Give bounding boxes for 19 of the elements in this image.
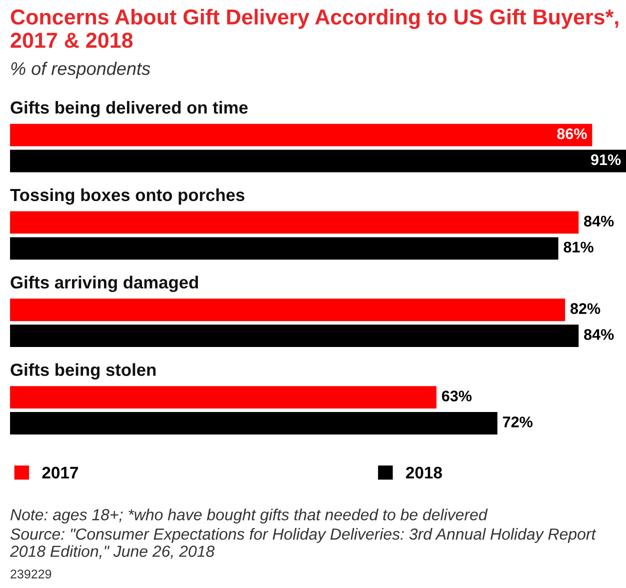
- text: Note: ages 18+; *who have bought gifts that needed to be delivered: [10, 508, 488, 524]
- legend-label: 2018: [406, 466, 442, 479]
- data-label: 86%: [557, 128, 587, 140]
- y-tick-label: Gifts arriving damaged: [10, 276, 198, 292]
- chart-subtitle: % of respondents: [11, 62, 150, 79]
- data-label: 91%: [591, 154, 621, 166]
- data-label: 84%: [584, 216, 614, 227]
- legend-label: 2017: [42, 466, 78, 479]
- y-tick-label: Gifts being delivered on time: [10, 100, 248, 118]
- data-label: 82%: [570, 303, 600, 314]
- text: 239229: [10, 570, 52, 578]
- data-label: 84%: [584, 329, 614, 340]
- source-note: Source: "Consumer Expectations for Holiday Deliveries: 3rd Annual Holiday Report 2018 Edition," June 26, 2018: [10, 528, 596, 559]
- data-label: 72%: [502, 416, 532, 428]
- data-label: 81%: [564, 242, 594, 253]
- data-label: 63%: [442, 390, 472, 402]
- y-tick-label: Gifts being stolen: [10, 363, 156, 380]
- chart-title: Concerns About Gift Delivery According to US Gift Buyers*, 2017 & 2018: [10, 8, 618, 48]
- y-tick-label: Tossing boxes onto porches: [10, 188, 244, 205]
